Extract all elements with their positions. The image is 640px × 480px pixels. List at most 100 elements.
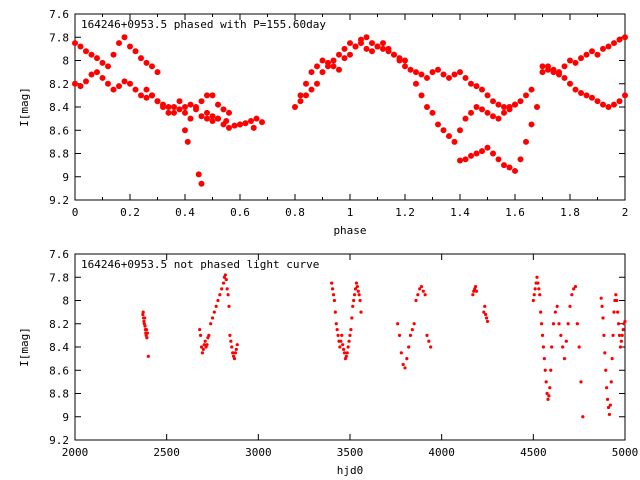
unphased-data-point (541, 345, 546, 349)
unphased-data-point (618, 345, 623, 349)
phased-data-point (303, 92, 309, 99)
unphased-data-point (612, 310, 616, 314)
unphased-data-point (399, 351, 403, 355)
phased-data-point (473, 104, 480, 110)
unphased-data-point (352, 293, 357, 297)
phased-data-point (440, 71, 447, 78)
unphased-data-point (330, 287, 335, 291)
unphased-data-point (212, 310, 216, 314)
phased-data-point (435, 121, 441, 128)
phased-data-point (308, 69, 315, 76)
phased-data-point (176, 106, 183, 113)
unphased-data-point (342, 351, 347, 355)
unphased-data-point (334, 322, 338, 326)
phased-data-point (250, 124, 257, 131)
phased-data-point (512, 101, 518, 108)
unphased-data-point (410, 327, 414, 332)
unphased-data-point (357, 293, 361, 297)
phased-y-tick-label: 8.2 (49, 78, 69, 91)
unphased-data-point (543, 368, 547, 372)
unphased-data-point (599, 296, 603, 300)
phased-data-point (110, 51, 117, 58)
unphased-data-point (482, 310, 486, 314)
phased-data-point (490, 98, 496, 105)
unphased-data-point (471, 293, 475, 297)
unphased-data-point (619, 339, 623, 343)
unphased-data-point (345, 351, 349, 355)
unphased-data-point (201, 347, 205, 351)
phased-data-point (363, 45, 370, 52)
unphased-data-point (331, 293, 336, 297)
phased-data-point (182, 104, 188, 110)
phased-data-point (506, 104, 513, 110)
phased-data-point (484, 109, 491, 116)
unphased-data-point (606, 405, 611, 410)
phased-data-point (374, 43, 381, 50)
unphased-data-point (611, 333, 615, 337)
phased-data-point (292, 104, 298, 110)
phased-data-point (424, 104, 430, 110)
phased-data-point (94, 55, 100, 62)
unphased-data-point (403, 366, 407, 370)
phased-data-point (336, 51, 342, 58)
unphased-data-point (473, 284, 478, 289)
unphased-y-tick-label: 9 (62, 411, 69, 424)
unphased-data-point (145, 331, 150, 335)
phased-y-tick-label: 9.2 (49, 194, 69, 207)
phased-data-point (407, 66, 414, 73)
phased-data-point (462, 115, 469, 122)
unphased-data-point (205, 343, 209, 347)
phased-data-point (380, 45, 386, 52)
phased-data-point (198, 113, 205, 120)
phased-data-point (182, 127, 188, 134)
phased-y-axis-label: I[mag] (18, 87, 31, 127)
unphased-data-point (623, 319, 627, 324)
phased-data-point (495, 115, 502, 122)
phased-data-point (352, 43, 359, 50)
unphased-y-tick-label: 7.8 (49, 271, 69, 284)
unphased-data-point (335, 327, 339, 332)
unphased-data-point (614, 293, 618, 297)
phased-data-point (506, 164, 513, 171)
phased-x-tick-label: 1.8 (560, 206, 580, 219)
phased-data-point (589, 48, 595, 55)
unphased-data-point (210, 316, 215, 320)
phased-x-tick-label: 1.2 (395, 206, 415, 219)
phased-x-tick-label: 1.6 (505, 206, 525, 219)
phased-light-curve-panel: 0 0.2 0.4 0.6 0.8 1 1.2 1.4 1.6 1.8 2 7.6 7.8 8 8.2 8.4… (18, 8, 628, 237)
unphased-y-tick-label: 8.4 (49, 341, 69, 354)
unphased-data-point (557, 322, 561, 326)
phased-data-point (611, 40, 617, 47)
unphased-data-point (233, 351, 238, 355)
phased-data-point (594, 98, 601, 105)
phased-data-point (495, 101, 502, 108)
phased-data-point (523, 138, 529, 145)
unphased-y-tick-label: 8 (62, 295, 69, 308)
unphased-data-point (202, 343, 206, 347)
phased-data-point (154, 69, 161, 76)
phased-data-point (429, 69, 436, 76)
phased-data-point (616, 36, 623, 43)
unphased-y-axis-label: I[mag] (18, 327, 31, 367)
unphased-data-point (143, 324, 147, 328)
phased-data-point (605, 43, 612, 50)
unphased-data-point (542, 357, 546, 361)
unphased-data-point (605, 386, 609, 390)
phased-data-point (325, 59, 331, 66)
phased-data-point (347, 40, 353, 47)
unphased-x-tick-label: 4500 (520, 446, 547, 459)
phased-data-point (77, 43, 84, 50)
unphased-data-point (532, 293, 536, 297)
unphased-data-point (549, 368, 553, 372)
phased-data-point (347, 51, 353, 58)
unphased-data-point (617, 333, 622, 337)
phased-data-point (479, 106, 485, 113)
unphased-data-point (231, 351, 235, 355)
unphased-light-curve-panel: 2000 2500 3000 3500 4000 4500 5000 7.6 7.8 8 8.2 8.… (18, 248, 638, 477)
unphased-data-point (544, 380, 548, 384)
phased-data-point (165, 109, 172, 116)
phased-data-point (484, 144, 491, 151)
phased-data-point (341, 55, 348, 62)
unphased-data-point (407, 345, 411, 349)
